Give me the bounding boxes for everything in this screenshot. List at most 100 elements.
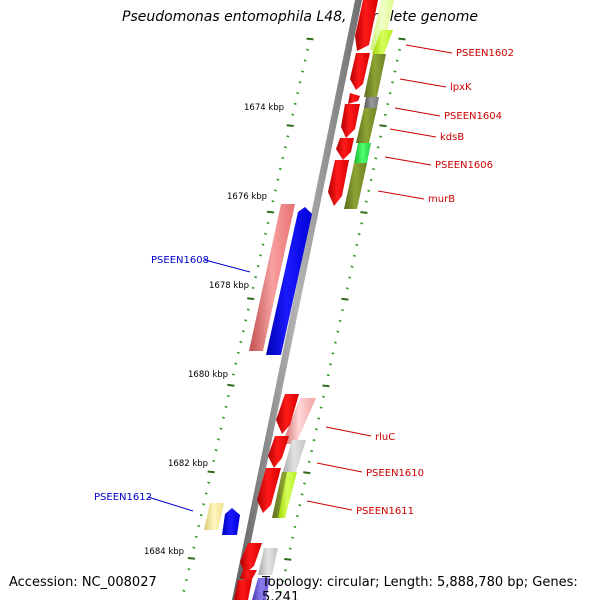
scale-left-major-tick (187, 557, 196, 560)
scale-right-minor-tick (291, 536, 295, 539)
scale-right-minor-tick (281, 579, 285, 583)
scale-left-minor-tick (276, 178, 280, 181)
scale-right-minor-tick (303, 482, 306, 485)
scale-left-minor-tick (187, 568, 191, 571)
scale-left-minor-tick (194, 535, 198, 538)
gene-arrow-rluc[interactable] (276, 394, 299, 434)
gene-label-murb[interactable]: murB (428, 194, 455, 205)
scale-right-major-tick (303, 471, 311, 475)
scale-right-minor-tick (338, 319, 342, 323)
scale-left-minor-tick (212, 459, 216, 463)
leader-lpxk (399, 78, 447, 88)
gene-label-pseen1611[interactable]: PSEEN1611 (356, 506, 414, 517)
scale-right-minor-tick (293, 525, 297, 529)
scale-left-minor-tick (306, 48, 309, 51)
gene-arrow-murb[interactable] (328, 160, 349, 206)
scale-left-minor-tick (271, 200, 275, 203)
accession-text: Accession: NC_008027 (9, 575, 157, 590)
label-leader-lines (147, 44, 453, 512)
scale-left-minor-tick (301, 70, 305, 73)
scale-left-minor-tick (204, 492, 208, 495)
gene-label-pseen1602[interactable]: PSEEN1602 (456, 48, 514, 59)
cog-band-pseen1612 (204, 503, 224, 530)
scale-left-minor-tick (278, 167, 282, 171)
scale-right-minor-tick (331, 352, 335, 355)
tick-label-1674: 1674 kbp (244, 103, 284, 113)
gene-arrow-pseen1608[interactable] (266, 207, 312, 355)
gene-label-pseen1604[interactable]: PSEEN1604 (444, 111, 502, 122)
scale-left-minor-tick (259, 254, 263, 257)
scale-right-minor-tick (322, 395, 325, 398)
genome-summary-text: Topology: circular; Length: 5,888,780 bp… (262, 575, 578, 600)
scale-left-minor-tick (234, 362, 238, 365)
leader-pseen1608 (204, 259, 251, 273)
scale-left-minor-tick (222, 416, 225, 419)
scale-right-major-tick (322, 384, 330, 388)
scale-right-minor-tick (307, 460, 311, 463)
scale-left-minor-tick (197, 524, 201, 528)
scale-right-minor-tick (350, 265, 354, 268)
scale-right-minor-tick (341, 308, 344, 312)
scale-right-major-tick (341, 297, 349, 301)
scale-right-minor-tick (367, 189, 371, 192)
gene-arrow-lpxk[interactable] (350, 53, 370, 90)
scale-left-minor-tick (256, 265, 260, 268)
scale-right-minor-tick (295, 514, 299, 518)
scale-left-major-tick (207, 470, 215, 474)
gene-arrows-lower (257, 394, 316, 518)
gene-pseen1612-group (204, 503, 240, 535)
scale-left-minor-tick (281, 156, 285, 160)
scale-right-minor-tick (312, 439, 316, 442)
gene-label-kdsb[interactable]: kdsB (440, 132, 464, 143)
gene-arrow-pseen1604[interactable] (348, 93, 360, 104)
scale-left-minor-tick (296, 91, 300, 95)
leader-pseen1602 (405, 44, 453, 54)
scale-left-minor-tick (226, 394, 230, 398)
scale-right-minor-tick (310, 449, 314, 453)
leader-pseen1611 (306, 500, 353, 511)
scale-ruler (182, 37, 314, 593)
scale-right-minor-tick (386, 102, 390, 106)
leader-murb (377, 190, 425, 200)
scale-left-minor-tick (251, 286, 255, 290)
cog-band-upper (344, 0, 394, 209)
scale-left-minor-tick (261, 243, 265, 246)
scale-right-minor-tick (300, 493, 304, 496)
scale-left-minor-tick (293, 102, 297, 106)
scale-left-minor-tick (231, 373, 235, 376)
scale-left-minor-tick (239, 340, 243, 344)
scale-right-minor-tick (336, 330, 340, 333)
gene-label-pseen1610[interactable]: PSEEN1610 (366, 468, 424, 479)
scale-left-minor-tick (236, 351, 240, 354)
scale-right-minor-tick (355, 243, 359, 247)
gene-arrows-bottom (234, 543, 278, 600)
scale-right-minor-tick (395, 59, 399, 62)
gene-pseen1608-group (249, 204, 312, 355)
scale-right-minor-tick (329, 363, 333, 366)
gene-arrow-pseen1602[interactable] (355, 0, 378, 51)
gene-arrow-kdsb[interactable] (341, 104, 360, 138)
leader-kdsb (389, 128, 437, 138)
scale-right-major-tick (379, 124, 387, 128)
gene-label-pseen1606[interactable]: PSEEN1606 (435, 160, 493, 171)
scale-left-minor-tick (254, 275, 258, 279)
gene-label-pseen1608[interactable]: PSEEN1608 (151, 255, 209, 266)
gene-label-lpxk[interactable]: lpxK (450, 82, 472, 93)
scale-right-minor-tick (348, 276, 352, 279)
gene-label-pseen1612[interactable]: PSEEN1612 (94, 492, 152, 503)
scale-right-minor-tick (345, 287, 349, 290)
scale-right-minor-tick (383, 113, 387, 117)
gene-arrow-pseen1610[interactable] (268, 436, 289, 468)
gene-arrow-pseen1612[interactable] (222, 508, 240, 535)
gene-arrow-pseen1606[interactable] (336, 138, 354, 160)
scale-left-minor-tick (291, 113, 295, 116)
gene-arrow-pseen1611[interactable] (257, 468, 281, 513)
scale-right-minor-tick (326, 373, 330, 377)
gene-label-rluc[interactable]: rluC (375, 432, 395, 443)
scale-left-major-tick (306, 37, 314, 41)
scale-right-minor-tick (314, 428, 318, 431)
scale-right-major-tick (284, 558, 292, 561)
scale-right-minor-tick (333, 341, 337, 344)
